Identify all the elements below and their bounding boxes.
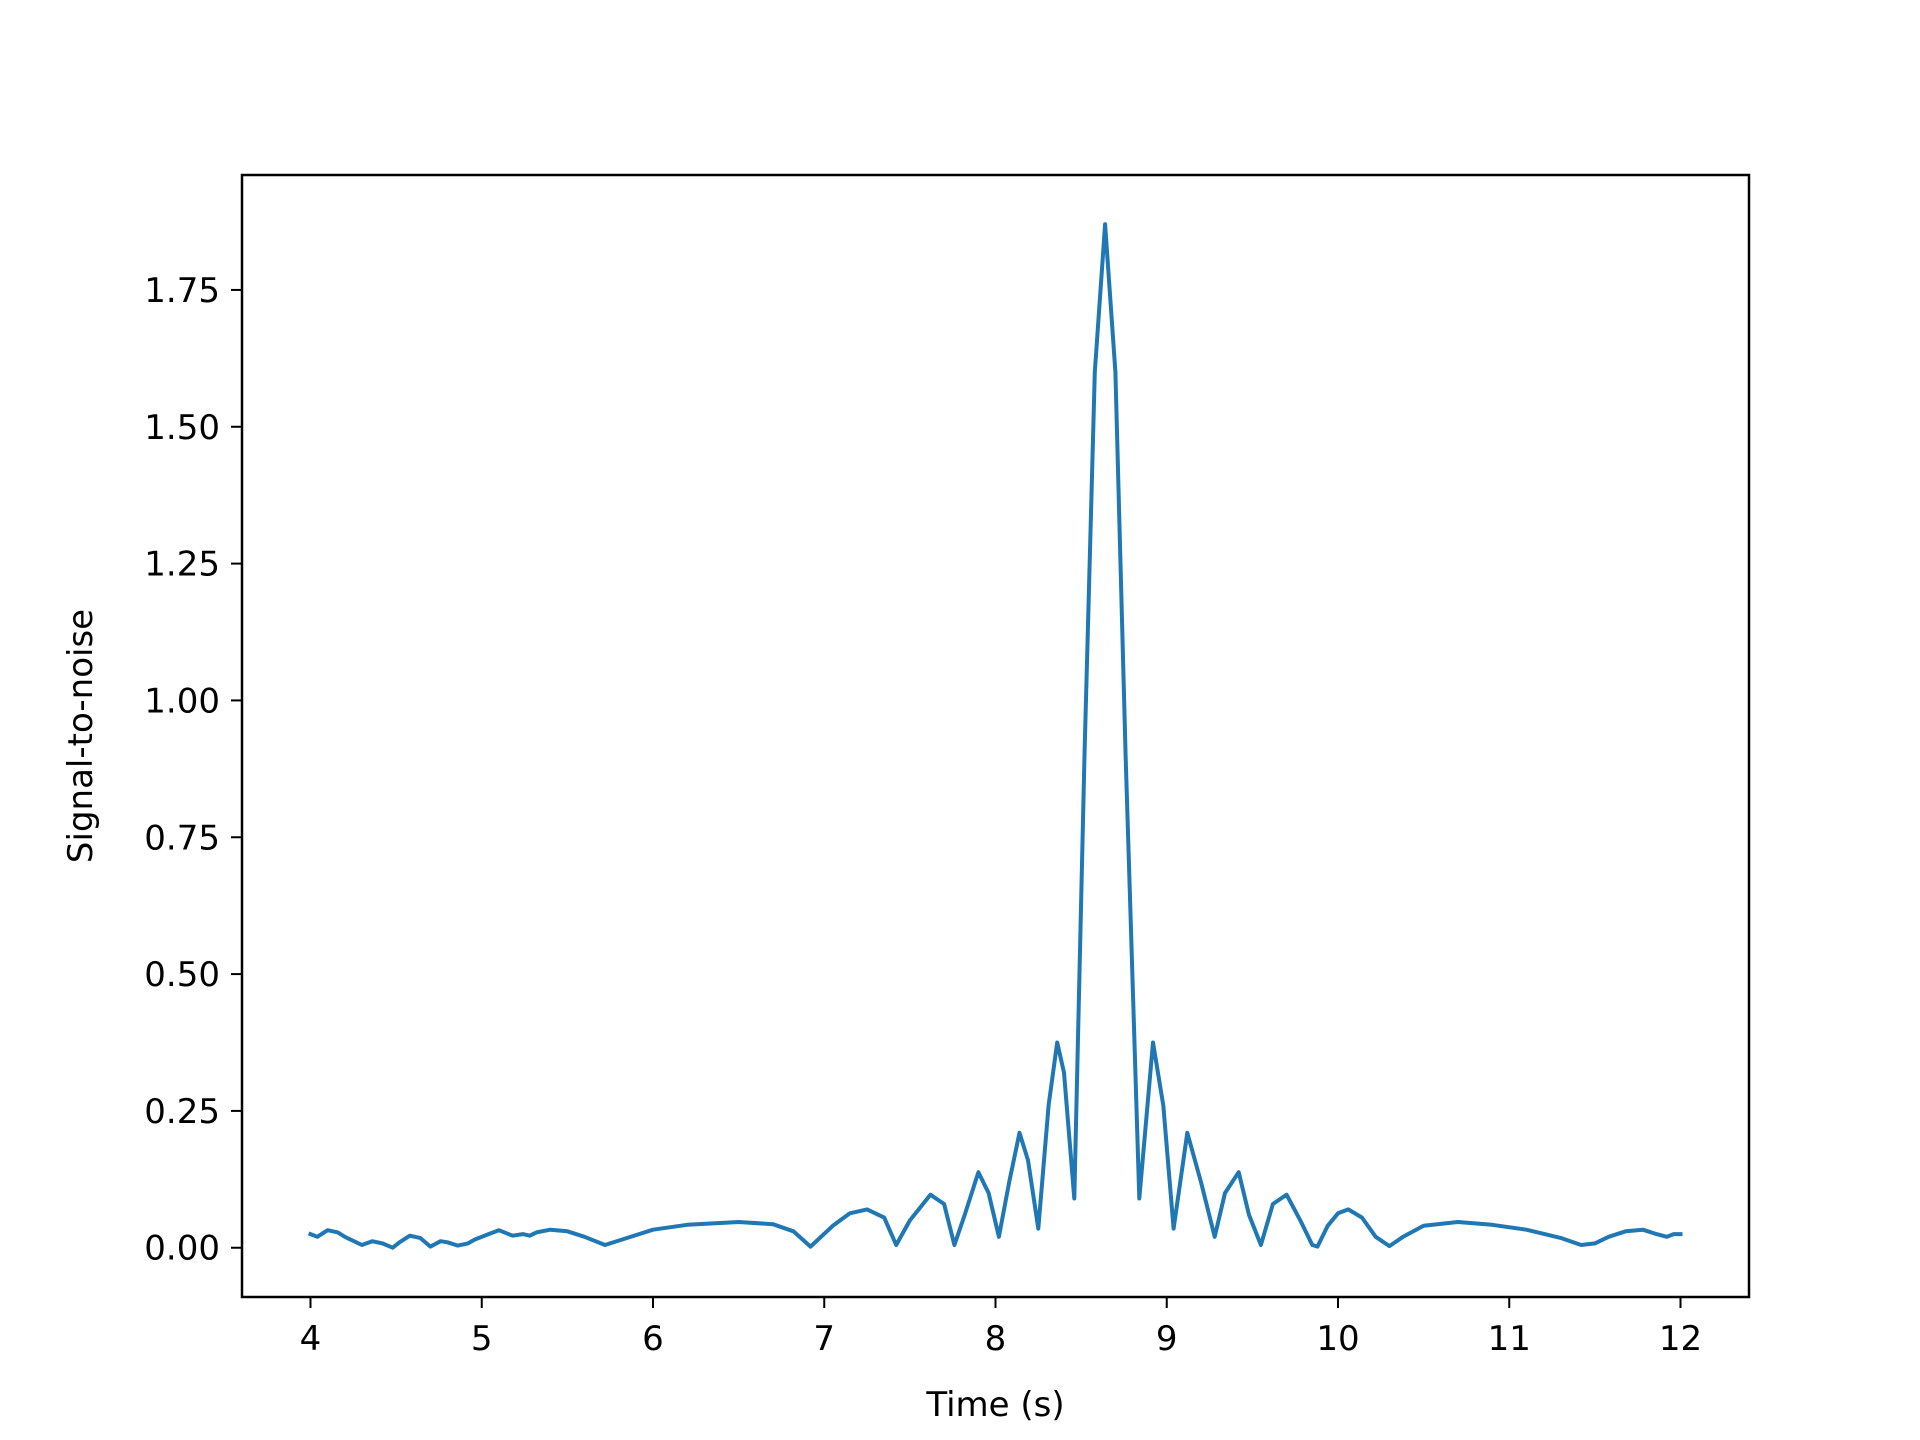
x-axis-label: Time (s) (925, 1385, 1064, 1425)
y-tick-label: 1.00 (144, 681, 220, 721)
y-axis-label: Signal-to-noise (61, 609, 101, 863)
x-tick-label: 5 (471, 1319, 493, 1359)
y-tick-label: 0.25 (144, 1092, 220, 1132)
x-tick-label: 4 (300, 1319, 322, 1359)
x-tick-label: 7 (813, 1319, 835, 1359)
x-tick-label: 11 (1488, 1319, 1531, 1359)
series-line (307, 222, 1683, 1250)
y-tick-label: 1.25 (144, 545, 220, 585)
x-axis-ticks: 4 5 6 7 8 9 10 11 12 (300, 1297, 1702, 1359)
x-tick-label: 10 (1316, 1319, 1359, 1359)
x-tick-label: 6 (642, 1319, 664, 1359)
y-tick-label: 0.75 (144, 818, 220, 858)
x-tick-label: 8 (985, 1319, 1007, 1359)
y-tick-label: 0.50 (144, 955, 220, 995)
y-tick-label: 1.50 (144, 408, 220, 448)
x-tick-label: 9 (1156, 1319, 1178, 1359)
y-tick-label: 0.00 (144, 1229, 220, 1269)
y-tick-label: 1.75 (144, 271, 220, 311)
y-axis-ticks: 0.00 0.25 0.50 0.75 1.00 1.25 1.50 1.75 (144, 271, 242, 1269)
axes-frame (240, 173, 1751, 1299)
plot-area (307, 222, 1683, 1250)
x-tick-label: 12 (1659, 1319, 1702, 1359)
